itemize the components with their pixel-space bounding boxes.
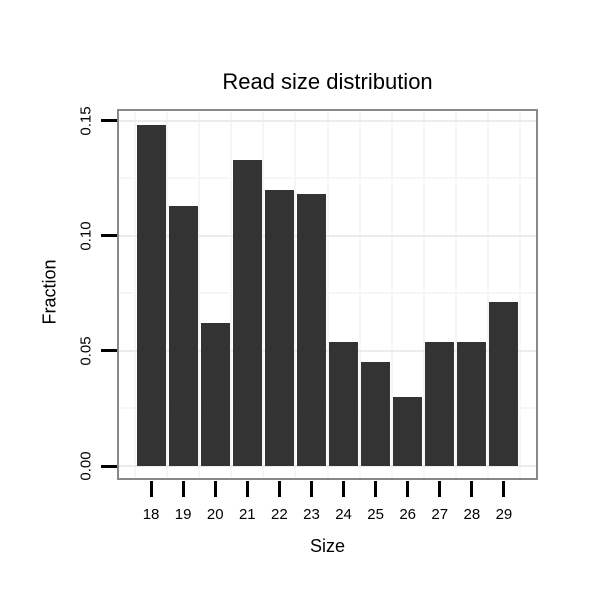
plot-panel (117, 109, 538, 480)
bar (232, 159, 262, 466)
bar (361, 362, 391, 466)
gridline-horizontal-major (119, 465, 536, 467)
x-axis-tick (342, 481, 346, 497)
bar (457, 341, 487, 466)
bar (136, 125, 166, 466)
y-axis-tick (101, 349, 117, 353)
gridline-horizontal-major (119, 119, 536, 122)
y-tick-label: 0.00 (77, 451, 95, 481)
x-axis-tick (502, 481, 506, 497)
bar (393, 396, 423, 466)
x-axis-tick (309, 481, 313, 497)
x-tick-label: 18 (142, 506, 160, 523)
y-axis-tick (101, 119, 117, 123)
y-axis-tick (101, 234, 117, 238)
gridline-vertical-minor (518, 111, 521, 478)
gridline-horizontal-minor (119, 407, 536, 410)
y-tick-label: 0.15 (77, 105, 95, 136)
y-axis-label: Fraction (39, 259, 60, 325)
x-tick-label: 26 (399, 506, 417, 523)
x-tick-label: 29 (495, 506, 513, 523)
gridline-vertical-minor (422, 111, 425, 478)
bar (200, 323, 230, 466)
x-tick-label: 22 (271, 506, 288, 523)
x-axis-label: Size (309, 536, 345, 556)
x-axis-tick (406, 481, 410, 497)
gridline-vertical-minor (486, 111, 489, 478)
gridline-vertical-minor (198, 111, 201, 478)
gridline-vertical-minor (326, 111, 329, 478)
x-tick-label: 19 (174, 506, 192, 523)
chart-title: Read size distribution (222, 69, 433, 94)
gridline-horizontal-major (119, 234, 536, 237)
bar (264, 189, 294, 466)
x-axis-tick (277, 481, 281, 497)
x-axis-tick (245, 481, 249, 497)
bar (489, 302, 519, 466)
y-tick-label: 0.05 (77, 336, 95, 366)
bar (425, 341, 455, 466)
x-axis-tick (149, 481, 153, 497)
x-axis-tick (213, 481, 217, 497)
x-tick-label: 20 (206, 506, 224, 523)
gridline-vertical-minor (358, 111, 361, 478)
x-axis-tick (470, 481, 474, 497)
x-tick-label: 28 (463, 506, 481, 523)
x-tick-label: 27 (431, 506, 449, 523)
x-tick-label: 25 (367, 506, 384, 523)
x-tick-label: 21 (238, 506, 256, 523)
y-axis-tick (101, 464, 117, 468)
bar (168, 205, 198, 466)
bar (296, 194, 326, 466)
gridline-vertical-minor (134, 111, 137, 478)
x-axis-tick (181, 481, 185, 497)
bar (329, 341, 359, 466)
gridline-vertical-minor (390, 111, 393, 478)
gridline-vertical-minor (294, 111, 297, 478)
gridline-vertical-minor (166, 111, 169, 478)
gridline-horizontal-major (119, 349, 536, 352)
x-axis-tick (374, 481, 378, 497)
y-tick-label: 0.10 (77, 221, 95, 251)
x-axis-tick (438, 481, 442, 497)
gridline-horizontal-minor (119, 292, 536, 295)
x-tick-label: 24 (335, 506, 352, 523)
x-tick-label: 23 (303, 506, 320, 523)
gridline-vertical-minor (230, 111, 233, 478)
gridline-vertical-minor (262, 111, 265, 478)
gridline-vertical-minor (454, 111, 457, 478)
gridline-horizontal-minor (119, 177, 536, 180)
